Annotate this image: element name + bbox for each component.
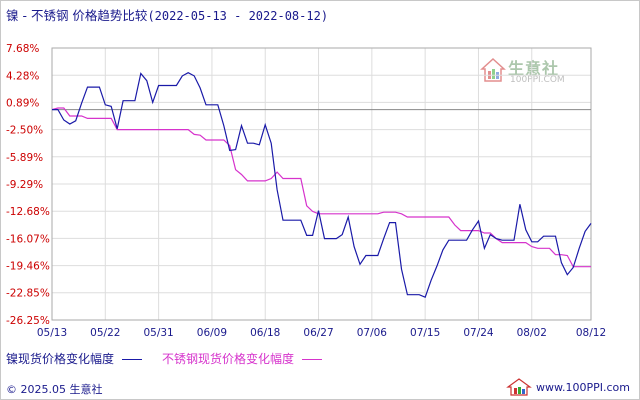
chart-title: 镍 - 不锈钢 价格趋势比较(2022-05-13 - 2022-08-12) [6, 5, 328, 24]
y-tick-label: -2.50% [6, 125, 43, 137]
legend-item-stainless: 不锈钢现货价格变化幅度 [162, 350, 323, 367]
watermark-logo: 生意社 100PPI.COM [480, 55, 575, 95]
footer-copyright: © 2025.05 生意社 [6, 383, 103, 396]
x-tick-label: 05/31 [143, 327, 173, 339]
tick-labels: 7.68% 4.28% 0.89% -2.50% -5.89% -9.29% -12.68%… [6, 43, 606, 339]
legend-label: 镍现货价格变化幅度 [6, 352, 115, 366]
watermark-text: 生意社 [508, 59, 560, 78]
y-tick-label: -9.29% [6, 179, 43, 191]
title-date-range: (2022-05-13 - 2022-08-12) [147, 9, 329, 23]
footer: © 2025.05 生意社 www.100PPI.com [0, 375, 640, 399]
x-tick-label: 06/27 [303, 327, 333, 339]
footer-site-text: www.100PPI.com [536, 380, 630, 394]
y-tick-label: 0.89% [6, 97, 39, 109]
legend-item-nickel: 镍现货价格变化幅度 [6, 350, 143, 367]
x-tick-label: 07/24 [463, 327, 494, 339]
y-tick-label: 7.68% [6, 43, 39, 55]
series-line-stainless [51, 107, 591, 268]
x-tick-label: 05/13 [37, 327, 67, 339]
y-tick-label: -5.89% [6, 152, 43, 164]
x-tick-label: 07/15 [410, 327, 440, 339]
x-tick-label: 07/06 [357, 327, 388, 339]
series-lines [51, 72, 592, 298]
x-tick-label: 05/22 [90, 327, 120, 339]
y-tick-label: -19.46% [6, 261, 50, 273]
axes [51, 47, 592, 321]
line-chart: 7.68% 4.28% 0.89% -2.50% -5.89% -9.29% -12.68%… [6, 43, 606, 339]
legend: 镍现货价格变化幅度 不锈钢现货价格变化幅度 [6, 350, 342, 367]
y-tick-label: -16.07% [6, 233, 50, 245]
grid [51, 47, 592, 321]
x-tick-label: 06/09 [197, 327, 227, 339]
watermark-sub: 100PPI.COM [510, 75, 565, 85]
plot-border [51, 47, 592, 321]
y-tick-label: -22.85% [6, 288, 50, 300]
legend-label: 不锈钢现货价格变化幅度 [162, 352, 295, 366]
title-main: 镍 - 不锈钢 价格趋势比较 [6, 8, 148, 23]
x-tick-label: 06/18 [250, 327, 280, 339]
house-logo-icon [506, 378, 532, 396]
x-tick-label: 08/12 [576, 327, 606, 339]
legend-swatch [302, 359, 323, 360]
legend-swatch [122, 359, 143, 360]
footer-site-link[interactable]: www.100PPI.com [506, 378, 630, 396]
y-tick-label: 4.28% [6, 70, 39, 82]
series-line-nickel [52, 72, 592, 298]
x-tick-label: 08/02 [517, 327, 547, 339]
y-tick-label: -26.25% [6, 315, 50, 327]
y-tick-label: -12.68% [6, 206, 50, 218]
